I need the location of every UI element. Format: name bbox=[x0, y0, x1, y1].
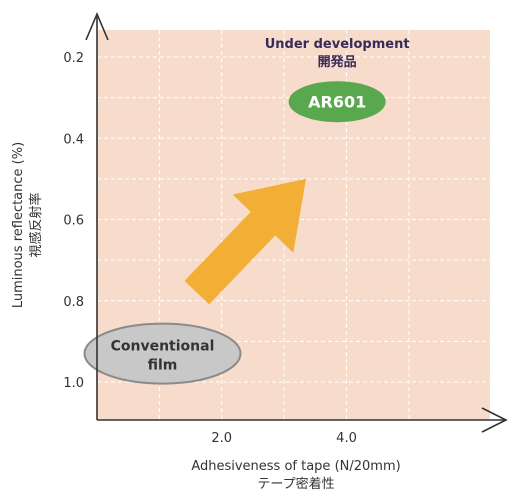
y-tick-label: 0.6 bbox=[63, 214, 84, 229]
y-tick-label: 1.0 bbox=[63, 376, 84, 391]
x-axis-title: Adhesiveness of tape (N/20mm) bbox=[191, 459, 400, 474]
y-axis-title: Luminous reflectance (%) bbox=[11, 142, 26, 308]
tick-labels: 0.2 0.4 0.6 0.8 1.0 2.0 4.0 bbox=[63, 51, 357, 446]
y-tick-label: 0.2 bbox=[63, 51, 84, 66]
data-points: Conventional film AR601 bbox=[83, 81, 386, 385]
point-label: Conventional bbox=[111, 339, 215, 355]
x-axis-arrowhead bbox=[481, 407, 508, 433]
y-tick-label: 0.4 bbox=[63, 132, 84, 147]
ar601-marker bbox=[288, 81, 386, 123]
point-label: AR601 bbox=[308, 93, 366, 112]
y-axis-arrowhead bbox=[85, 11, 109, 41]
improvement-arrow bbox=[184, 178, 306, 305]
annotation-line2: 開発品 bbox=[318, 54, 357, 70]
y-tick-label: 0.8 bbox=[63, 295, 84, 310]
x-tick-label: 4.0 bbox=[336, 431, 357, 446]
y-axis-title-jp: 視感反射率 bbox=[28, 192, 44, 257]
x-tick-label: 2.0 bbox=[211, 431, 232, 446]
axes bbox=[85, 11, 508, 433]
conventional-film-marker bbox=[83, 322, 242, 385]
x-axis-title-jp: テープ密着性 bbox=[257, 476, 334, 492]
point-label: film bbox=[148, 358, 178, 374]
annotation-line1: Under development bbox=[265, 37, 410, 52]
